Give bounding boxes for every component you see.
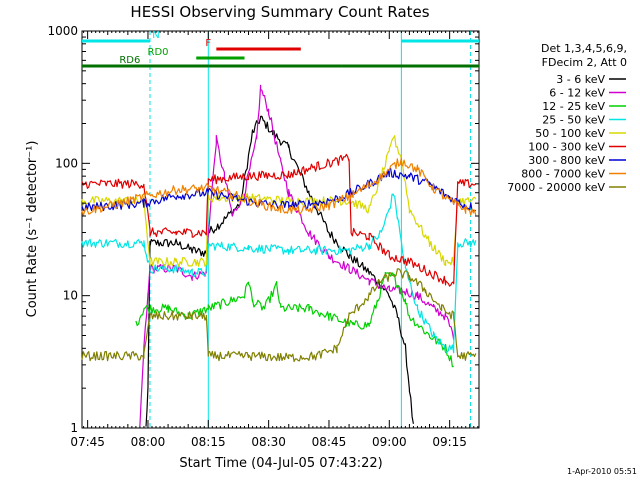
x-tick-label: 07:45 — [70, 435, 105, 449]
x-tick-label: 09:00 — [372, 435, 407, 449]
y-tick-label: 100 — [55, 156, 78, 170]
x-tick-label: 08:00 — [131, 435, 166, 449]
series-group — [81, 84, 477, 427]
legend: Det 1,3,4,5,6,9,FDecim 2, Att 0 3 - 6 keV… — [507, 42, 627, 194]
legend-header: Det 1,3,4,5,6,9, — [541, 42, 627, 55]
series-line-5 — [81, 153, 477, 287]
legend-label: 7000 - 20000 keV — [507, 181, 605, 194]
series-line-4 — [81, 135, 477, 267]
legend-label: 50 - 100 keV — [535, 127, 605, 140]
flag-label-n: N — [152, 30, 159, 41]
legend-label: 3 - 6 keV — [556, 73, 605, 86]
plot-frame — [81, 30, 480, 429]
x-axis: 07:45 08:00 08:15 08:30 08:45 09:00 09:15 — [70, 31, 479, 449]
legend-label: 6 - 12 keV — [549, 87, 605, 100]
legend-header: FDecim 2, Att 0 — [542, 56, 627, 69]
series-line-2 — [135, 271, 454, 368]
series-line-1 — [139, 84, 455, 427]
flag-label-f: F — [205, 38, 211, 49]
flag-label-rd0: RD0 — [148, 47, 169, 58]
y-tick-label: 10 — [63, 289, 78, 303]
y-tick-label: 1000 — [47, 24, 78, 38]
flag-label-rd6: RD6 — [119, 55, 140, 66]
x-tick-label: 08:15 — [191, 435, 226, 449]
legend-label: 800 - 7000 keV — [521, 168, 605, 181]
legend-label: 100 - 300 keV — [528, 141, 605, 154]
series-line-8 — [81, 268, 477, 363]
x-tick-label: 08:45 — [312, 435, 347, 449]
plot-area — [81, 30, 480, 429]
legend-label: 12 - 25 keV — [542, 100, 605, 113]
timestamp: 1-Apr-2010 05:51 — [567, 467, 637, 476]
series-line-7 — [81, 157, 477, 216]
series-line-6 — [81, 167, 477, 212]
y-tick-label: 1 — [70, 421, 78, 435]
x-axis-label: Start Time (04-Jul-05 07:43:22) — [179, 456, 382, 471]
x-tick-label: 08:30 — [251, 435, 286, 449]
y-axis-label: Count Rate (s⁻¹ detector⁻¹) — [25, 141, 40, 318]
chart-title: HESSI Observing Summary Count Rates — [130, 3, 429, 21]
legend-label: 25 - 50 keV — [542, 114, 605, 127]
x-tick-label: 09:15 — [432, 435, 467, 449]
legend-label: 300 - 800 keV — [528, 154, 605, 167]
y-axis: 1 10 100 1000 — [47, 24, 479, 435]
series-line-3 — [81, 193, 477, 354]
flag-bars: N F RD0 RD6 — [82, 30, 479, 68]
series-line-0 — [145, 115, 414, 427]
